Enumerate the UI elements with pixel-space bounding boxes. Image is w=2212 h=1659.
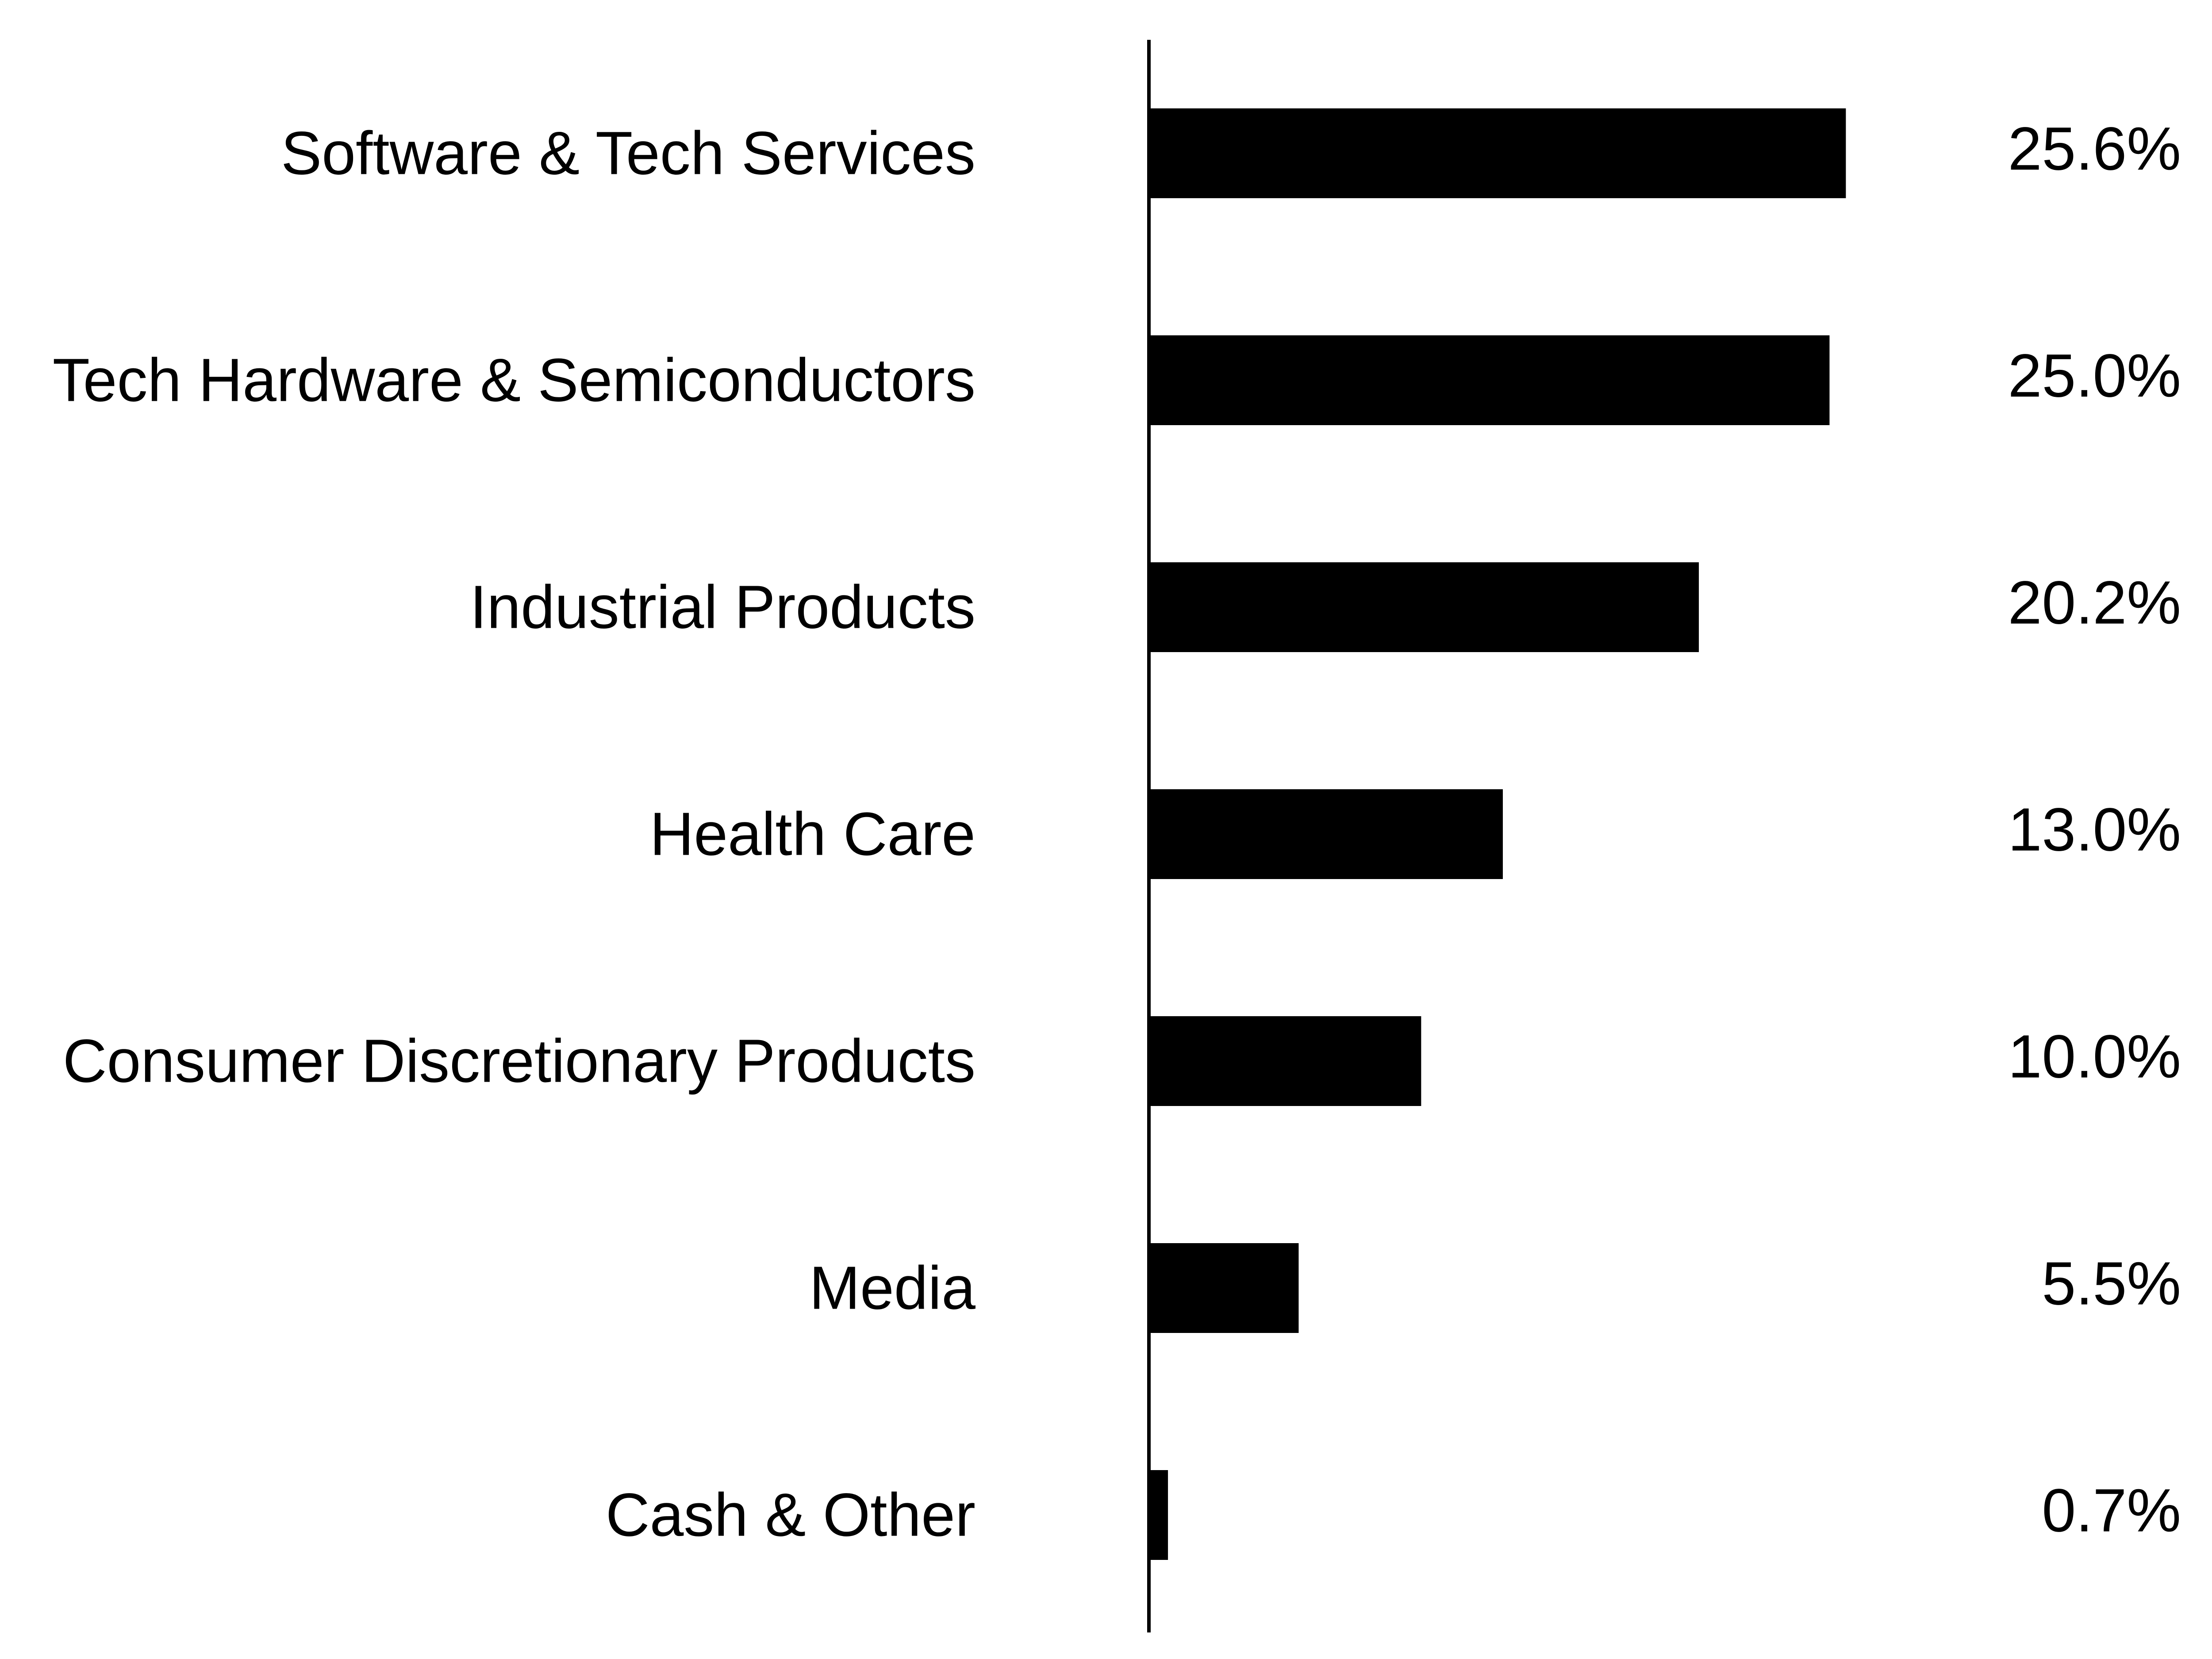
value-label: 0.7% xyxy=(2042,1477,2181,1545)
category-label: Software & Tech Services xyxy=(281,119,975,188)
bar xyxy=(1149,1470,1168,1560)
bar xyxy=(1149,335,1830,425)
category-label: Industrial Products xyxy=(470,573,975,641)
category-label: Health Care xyxy=(650,800,975,868)
value-label: 25.0% xyxy=(2008,342,2181,410)
value-labels: 25.6% 25.0% 20.2% 13.0% 10.0% 5.5% 0.7% xyxy=(2008,115,2181,1545)
category-labels: Software & Tech Services Tech Hardware & … xyxy=(53,119,975,1549)
category-label: Consumer Discretionary Products xyxy=(63,1027,975,1095)
value-label: 25.6% xyxy=(2008,115,2181,183)
value-label: 10.0% xyxy=(2008,1023,2181,1091)
bar xyxy=(1149,562,1699,652)
bars xyxy=(1149,108,1846,1560)
category-label: Cash & Other xyxy=(606,1481,975,1549)
bar xyxy=(1149,789,1503,879)
value-label: 20.2% xyxy=(2008,569,2181,637)
bar xyxy=(1149,108,1846,198)
category-label: Media xyxy=(809,1254,975,1322)
bar xyxy=(1149,1243,1299,1333)
value-label: 5.5% xyxy=(2042,1250,2181,1318)
category-label: Tech Hardware & Semiconductors xyxy=(53,346,975,415)
bar xyxy=(1149,1016,1421,1106)
value-label: 13.0% xyxy=(2008,796,2181,864)
